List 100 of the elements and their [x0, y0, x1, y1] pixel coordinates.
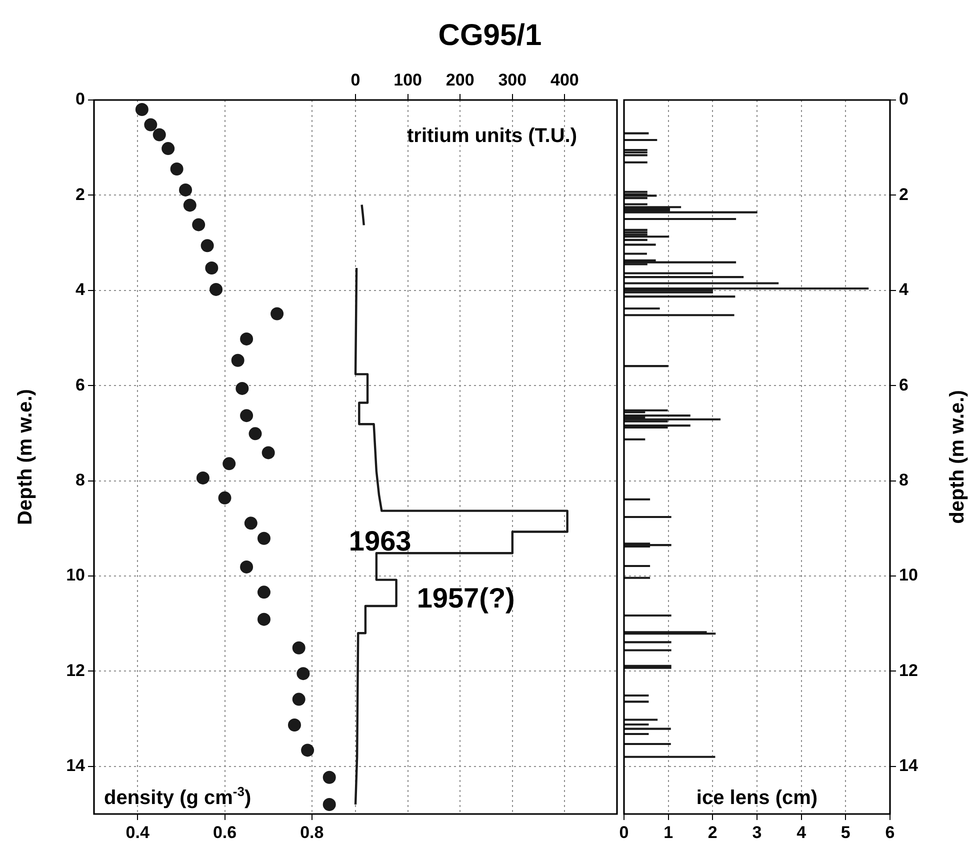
bar [624, 728, 671, 730]
y-tick-label: 8 [899, 470, 908, 490]
bar [624, 314, 734, 316]
bar [624, 206, 682, 208]
x-tick-label: 2 [708, 822, 718, 842]
bar [624, 307, 660, 310]
y-axis-title: Depth (m w.e.) [14, 389, 37, 525]
point [262, 446, 275, 460]
bar [624, 218, 736, 220]
bar [624, 365, 668, 368]
point [135, 103, 148, 116]
bar [624, 641, 672, 644]
point [257, 612, 270, 626]
bar [624, 438, 646, 440]
x-tick-label: 6 [885, 822, 895, 842]
point [162, 142, 175, 156]
y-tick-label: 10 [899, 566, 918, 585]
y-tick-label: 4 [76, 280, 86, 300]
bar [624, 236, 670, 238]
x-tick-label: 4 [796, 822, 807, 842]
x2-tick-label: 0 [350, 70, 360, 90]
x2-tick-label: 400 [550, 70, 579, 90]
x-tick-label: 1 [664, 822, 674, 842]
point [301, 744, 314, 757]
y-tick-label: 14 [899, 756, 918, 776]
bar [624, 694, 649, 697]
point [322, 798, 336, 811]
bar [624, 718, 658, 721]
point [236, 382, 249, 395]
bar [624, 276, 744, 278]
x2-tick-label: 100 [394, 70, 422, 90]
bar [624, 649, 672, 652]
bar [624, 154, 648, 156]
x-tick-label: 5 [840, 822, 850, 842]
point [296, 667, 310, 680]
bar [624, 161, 648, 164]
bar [624, 287, 869, 290]
bar [624, 498, 650, 500]
bar [624, 296, 736, 298]
point [170, 162, 184, 176]
bar [624, 564, 650, 568]
x-axis-title: ice lens (cm) [696, 787, 818, 809]
bar [624, 756, 716, 758]
point [183, 198, 196, 212]
point [257, 532, 270, 545]
x-tick-label: 3 [752, 822, 762, 842]
bar [624, 132, 649, 134]
point [179, 183, 192, 196]
y-tick-label: 12 [899, 660, 918, 680]
y-tick-label: 2 [899, 184, 908, 204]
point [222, 457, 236, 470]
point [152, 128, 166, 142]
bar [624, 733, 649, 736]
bar [624, 151, 648, 154]
point [192, 218, 206, 232]
bar [624, 418, 721, 420]
bar [624, 228, 648, 231]
point [200, 239, 214, 252]
bar [624, 516, 672, 518]
point [292, 641, 306, 654]
x-tick-label: 0 [619, 822, 629, 842]
y-tick-label: 4 [899, 280, 909, 300]
point [288, 718, 301, 732]
bar [624, 261, 736, 264]
y-tick-label: 6 [899, 375, 908, 394]
bar [624, 252, 647, 255]
x-tick-label: 0.6 [212, 822, 237, 842]
point [292, 692, 306, 706]
bar [624, 576, 650, 579]
chart-title: CG95/1 [437, 18, 543, 54]
bar [624, 424, 690, 427]
bar [624, 664, 672, 667]
x-tick-label: 0.8 [300, 822, 324, 842]
x2-tick-label: 200 [446, 70, 474, 90]
bar [624, 700, 649, 703]
point [231, 354, 244, 367]
point [218, 491, 232, 504]
bar [624, 743, 671, 746]
bar [624, 244, 656, 246]
point [196, 471, 210, 484]
y-tick-label: 10 [66, 566, 85, 585]
y-tick-label: 0 [76, 90, 85, 109]
y-tick-label: 2 [76, 184, 85, 204]
bar [624, 632, 716, 635]
x2-tick-label: 300 [498, 70, 527, 90]
bar [624, 194, 657, 197]
point [240, 332, 254, 346]
bar [624, 148, 648, 152]
y-tick-label: 14 [66, 756, 86, 776]
annotation: 1963 [348, 525, 412, 556]
x2-axis-title: tritium units (T.U.) [407, 125, 578, 147]
bar [624, 414, 690, 417]
point [205, 262, 218, 275]
point [244, 516, 258, 530]
y-tick-label: 12 [66, 660, 85, 680]
bar [624, 666, 672, 669]
point [248, 427, 262, 440]
bar [624, 723, 649, 726]
bar [624, 231, 648, 234]
point [257, 586, 270, 599]
